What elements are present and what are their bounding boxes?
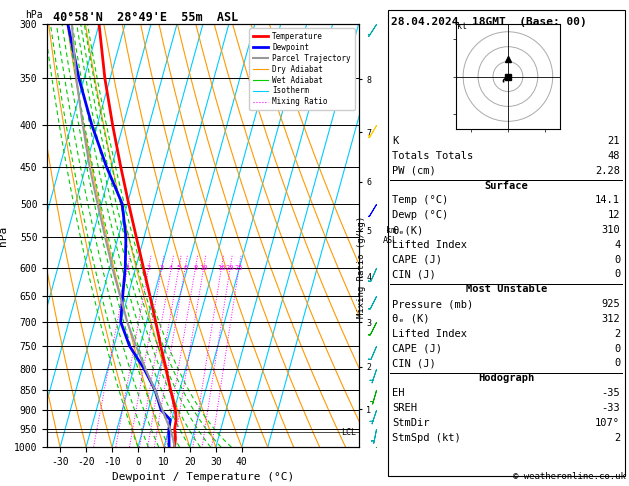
Text: © weatheronline.co.uk: © weatheronline.co.uk xyxy=(513,472,626,481)
Text: 0: 0 xyxy=(614,269,620,279)
Text: Lifted Index: Lifted Index xyxy=(392,329,467,339)
Y-axis label: km
ASL: km ASL xyxy=(383,226,398,245)
Text: 12: 12 xyxy=(608,210,620,220)
Text: 8: 8 xyxy=(193,265,198,271)
Text: 2: 2 xyxy=(147,265,151,271)
Text: 2: 2 xyxy=(614,329,620,339)
Text: 4: 4 xyxy=(614,240,620,250)
Text: StmDir: StmDir xyxy=(392,417,430,428)
Text: 310: 310 xyxy=(601,225,620,235)
Text: -35: -35 xyxy=(601,388,620,398)
Y-axis label: hPa: hPa xyxy=(0,226,8,246)
Text: Lifted Index: Lifted Index xyxy=(392,240,467,250)
Text: 25: 25 xyxy=(235,265,243,271)
Text: hPa: hPa xyxy=(25,10,43,20)
Text: 107°: 107° xyxy=(595,417,620,428)
Text: θₑ(K): θₑ(K) xyxy=(392,225,424,235)
Text: PW (cm): PW (cm) xyxy=(392,166,437,176)
Text: 14.1: 14.1 xyxy=(595,195,620,206)
Text: Pressure (mb): Pressure (mb) xyxy=(392,299,474,309)
Text: Temp (°C): Temp (°C) xyxy=(392,195,448,206)
X-axis label: Dewpoint / Temperature (°C): Dewpoint / Temperature (°C) xyxy=(112,472,294,483)
Text: 4: 4 xyxy=(169,265,174,271)
Text: CIN (J): CIN (J) xyxy=(392,269,437,279)
Text: 0: 0 xyxy=(614,344,620,354)
Text: θₑ (K): θₑ (K) xyxy=(392,314,430,324)
Text: 28.04.2024  18GMT  (Base: 00): 28.04.2024 18GMT (Base: 00) xyxy=(391,17,587,27)
Text: Surface: Surface xyxy=(484,180,528,191)
Text: 2: 2 xyxy=(614,433,620,443)
Text: LCL: LCL xyxy=(342,428,356,436)
Text: 21: 21 xyxy=(608,136,620,146)
Text: 10: 10 xyxy=(199,265,208,271)
Text: Totals Totals: Totals Totals xyxy=(392,151,474,161)
Text: Hodograph: Hodograph xyxy=(478,373,535,383)
Text: 16: 16 xyxy=(217,265,226,271)
Text: 6: 6 xyxy=(183,265,187,271)
Text: -33: -33 xyxy=(601,403,620,413)
Text: Dewp (°C): Dewp (°C) xyxy=(392,210,448,220)
Text: 48: 48 xyxy=(608,151,620,161)
Text: EH: EH xyxy=(392,388,405,398)
Text: 1: 1 xyxy=(126,265,130,271)
Text: CAPE (J): CAPE (J) xyxy=(392,255,442,265)
Text: SREH: SREH xyxy=(392,403,418,413)
Text: 3: 3 xyxy=(160,265,164,271)
Text: K: K xyxy=(392,136,399,146)
Text: Mixing Ratio (g/kg): Mixing Ratio (g/kg) xyxy=(357,216,366,318)
Text: 312: 312 xyxy=(601,314,620,324)
Text: kt: kt xyxy=(457,22,467,31)
Text: 40°58'N  28°49'E  55m  ASL: 40°58'N 28°49'E 55m ASL xyxy=(53,11,238,24)
Text: 20: 20 xyxy=(226,265,235,271)
Text: 5: 5 xyxy=(177,265,181,271)
Text: Most Unstable: Most Unstable xyxy=(465,284,547,295)
Text: CIN (J): CIN (J) xyxy=(392,358,437,368)
Text: 0: 0 xyxy=(614,358,620,368)
Text: StmSpd (kt): StmSpd (kt) xyxy=(392,433,461,443)
Text: 0: 0 xyxy=(614,255,620,265)
Legend: Temperature, Dewpoint, Parcel Trajectory, Dry Adiabat, Wet Adiabat, Isotherm, Mi: Temperature, Dewpoint, Parcel Trajectory… xyxy=(249,28,355,110)
Text: 925: 925 xyxy=(601,299,620,309)
Text: CAPE (J): CAPE (J) xyxy=(392,344,442,354)
Text: 2.28: 2.28 xyxy=(595,166,620,176)
